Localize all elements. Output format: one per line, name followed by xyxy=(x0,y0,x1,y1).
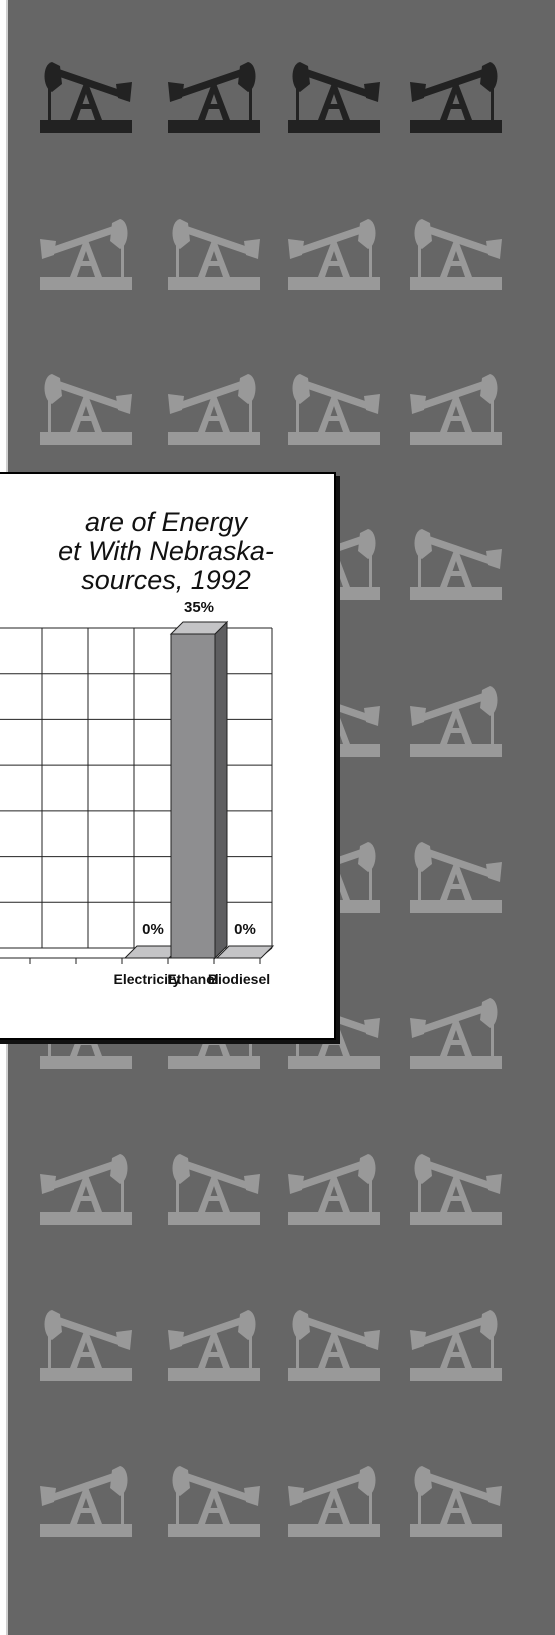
bar-biodiesel: 0% Biodiesel xyxy=(208,921,275,987)
oil-pump-jack-icon xyxy=(288,1466,380,1537)
tick-label: Electricity xyxy=(114,971,181,987)
bar-chart: 0% Electricity 35% Ethanol 0% Biodiesel xyxy=(0,599,275,987)
oil-pump-jack-icon xyxy=(410,219,502,290)
oil-pump-jack-icon xyxy=(410,1310,502,1381)
bar-ethanol: 35% Ethanol xyxy=(167,599,229,987)
oil-pump-jack-icon xyxy=(410,842,502,913)
oil-pump-jack-icon xyxy=(40,1154,132,1225)
data-label: 35% xyxy=(184,599,214,616)
chart-title-line-1: are of Energy xyxy=(84,507,248,537)
oil-pump-jack-icon xyxy=(40,62,132,133)
oil-pump-jack-icon xyxy=(288,374,380,445)
oil-pump-jack-icon xyxy=(40,1310,132,1381)
gridlines xyxy=(0,627,273,964)
oil-pump-jack-icon xyxy=(410,1466,502,1537)
tick-label: Ethanol xyxy=(167,971,218,987)
oil-pump-jack-icon xyxy=(410,1154,502,1225)
oil-pump-jack-icon xyxy=(288,62,380,133)
tick-label: Biodiesel xyxy=(208,971,270,987)
bar-electricity: 0% Electricity xyxy=(114,921,183,987)
oil-pump-jack-icon xyxy=(288,1154,380,1225)
oil-pump-jack-icon xyxy=(410,686,502,757)
oil-pump-jack-icon xyxy=(168,1154,260,1225)
oil-pump-jack-icon xyxy=(40,1466,132,1537)
oil-pump-jack-icon xyxy=(288,219,380,290)
chart-card: 0% Electricity 35% Ethanol 0% Biodiesel are o… xyxy=(0,472,336,1040)
oil-pump-jack-icon xyxy=(40,374,132,445)
oil-pump-jack-icon xyxy=(168,1310,260,1381)
bar-top xyxy=(169,621,229,635)
bar-flat xyxy=(215,945,275,959)
oil-pump-jack-icon xyxy=(168,1466,260,1537)
oil-pump-jack-icon xyxy=(410,374,502,445)
oil-pump-jack-icon xyxy=(410,62,502,133)
data-label: 0% xyxy=(234,921,256,938)
chart-title-line-2: et With Nebraska- xyxy=(58,536,274,566)
oil-pump-jack-icon xyxy=(168,62,260,133)
oil-pump-jack-icon xyxy=(40,219,132,290)
bar-side xyxy=(214,620,228,960)
data-label: 0% xyxy=(142,921,164,938)
chart-title: are of Energy et With Nebraska- sources,… xyxy=(0,507,334,595)
oil-pump-jack-icon xyxy=(168,374,260,445)
oil-pump-jack-icon xyxy=(288,1310,380,1381)
chart-title-line-3: sources, 1992 xyxy=(81,565,251,595)
oil-pump-jack-icon xyxy=(410,529,502,600)
bar-front xyxy=(170,633,216,959)
oil-pump-jack-icon xyxy=(168,219,260,290)
oil-pump-jack-icon xyxy=(410,998,502,1069)
